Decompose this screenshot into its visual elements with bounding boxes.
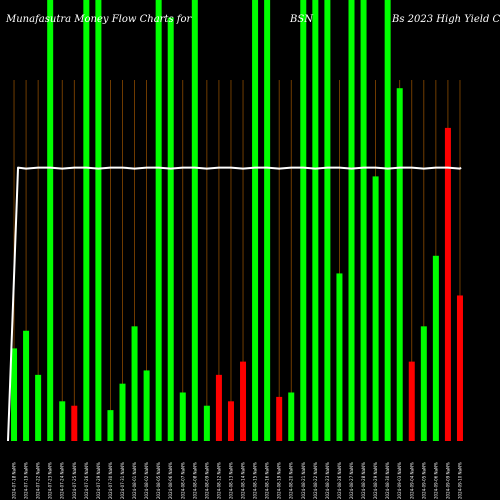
- bar-green: [420, 326, 427, 441]
- flow-line-path: [7, 166, 462, 442]
- bar-green: [336, 273, 343, 441]
- x-tick-label: 2024-08-15 NaN%: [253, 462, 258, 499]
- bar-green: [119, 383, 126, 441]
- x-tick-label: 2024-08-06 NaN%: [168, 462, 173, 499]
- x-tick-label: 2024-09-04 NaN%: [409, 462, 414, 499]
- bar-green: [191, 0, 198, 441]
- bar-green: [348, 0, 355, 441]
- x-tick-label: 2024-08-14 NaN%: [241, 462, 246, 499]
- x-tick-label: 2024-07-29 NaN%: [96, 462, 101, 499]
- x-tick-label: 2024-07-24 NaN%: [60, 462, 65, 499]
- bar-green: [252, 0, 259, 441]
- x-tick-label: 2024-09-06 NaN%: [433, 462, 438, 499]
- x-tick-label: 2024-08-01 NaN%: [132, 462, 137, 499]
- bar-green: [107, 410, 114, 441]
- x-tick-label: 2024-08-08 NaN%: [192, 462, 197, 499]
- bar-green: [83, 0, 90, 441]
- x-tick-label: 2024-07-31 NaN%: [120, 462, 125, 499]
- x-tick-label: 2024-08-23 NaN%: [325, 462, 330, 499]
- bar-red: [456, 295, 463, 441]
- title-part-2: BSN: [289, 14, 314, 25]
- x-tick-label: 2024-08-16 NaN%: [265, 462, 270, 499]
- grid-lines: [13, 80, 461, 441]
- bar-green: [384, 0, 391, 441]
- bar-green: [95, 0, 102, 441]
- chart-title: Munafasutra Money Flow Charts for BSN Bs…: [5, 14, 500, 25]
- bar-red: [276, 396, 283, 441]
- bar-green: [167, 17, 174, 441]
- bar-green: [203, 405, 210, 441]
- title-part-3: Bs 2023 High Yield C: [391, 14, 500, 25]
- bar-green: [155, 0, 162, 441]
- x-tick-label: 2024-08-12 NaN%: [216, 462, 221, 499]
- x-tick-label: 2024-09-09 NaN%: [445, 462, 450, 499]
- bar-green: [143, 370, 150, 441]
- x-tick-label: 2024-08-02 NaN%: [144, 462, 149, 499]
- bar-green: [264, 0, 271, 441]
- x-tick-label: 2024-07-25 NaN%: [72, 462, 77, 499]
- x-tick-label: 2024-08-22 NaN%: [313, 462, 318, 499]
- x-tick-label: 2024-07-22 NaN%: [36, 462, 41, 499]
- bar-red: [71, 405, 78, 441]
- bar-red: [444, 127, 451, 441]
- x-tick-label: 2024-08-21 NaN%: [301, 462, 306, 499]
- x-tick-label: 2024-08-28 NaN%: [361, 462, 366, 499]
- bar-green: [312, 0, 319, 441]
- bar-green: [300, 0, 307, 441]
- bar-green: [47, 0, 54, 441]
- bar-green: [179, 392, 186, 441]
- x-tick-label: 2024-07-19 NaN%: [24, 462, 29, 499]
- bar-red: [408, 361, 415, 441]
- bar-red: [215, 374, 222, 441]
- x-tick-label: 2024-08-19 NaN%: [277, 462, 282, 499]
- x-tick-label: 2024-08-30 NaN%: [385, 462, 390, 499]
- bar-green: [396, 88, 403, 441]
- x-tick-label: 2024-08-09 NaN%: [204, 462, 209, 499]
- x-tick-label: 2024-09-05 NaN%: [421, 462, 426, 499]
- x-tick-labels: 2024-07-18 NaN% 2024-07-19 NaN% 2024-07-22…: [12, 462, 463, 499]
- x-tick-label: 2024-08-26 NaN%: [337, 462, 342, 499]
- x-tick-label: 2024-09-10 NaN%: [457, 462, 462, 499]
- bar-green: [324, 0, 331, 441]
- bar-green: [360, 0, 367, 441]
- x-tick-label: 2024-08-20 NaN%: [289, 462, 294, 499]
- bar-green: [59, 401, 66, 441]
- bar-green: [11, 348, 18, 441]
- bar-green: [35, 374, 42, 441]
- x-tick-label: 2024-07-30 NaN%: [108, 462, 113, 499]
- flow-line: [7, 166, 462, 442]
- x-tick-label: 2024-07-18 NaN%: [12, 462, 17, 499]
- x-tick-label: 2024-07-26 NaN%: [84, 462, 89, 499]
- x-tick-label: 2024-08-13 NaN%: [228, 462, 233, 499]
- x-tick-label: 2024-08-07 NaN%: [180, 462, 185, 499]
- bar-green: [131, 326, 138, 441]
- title-part-1: Munafasutra Money Flow Charts for: [5, 14, 192, 25]
- bar-red: [227, 401, 234, 441]
- x-tick-label: 2024-07-23 NaN%: [48, 462, 53, 499]
- bars: [11, 0, 463, 441]
- bar-green: [23, 330, 30, 441]
- x-tick-label: 2024-08-27 NaN%: [349, 462, 354, 499]
- bar-green: [288, 392, 295, 441]
- x-tick-label: 2024-09-03 NaN%: [397, 462, 402, 499]
- bar-red: [240, 361, 247, 441]
- bar-green: [372, 176, 379, 441]
- bar-green: [432, 255, 439, 441]
- x-tick-label: 2024-08-29 NaN%: [373, 462, 378, 499]
- x-tick-label: 2024-08-05 NaN%: [156, 462, 161, 499]
